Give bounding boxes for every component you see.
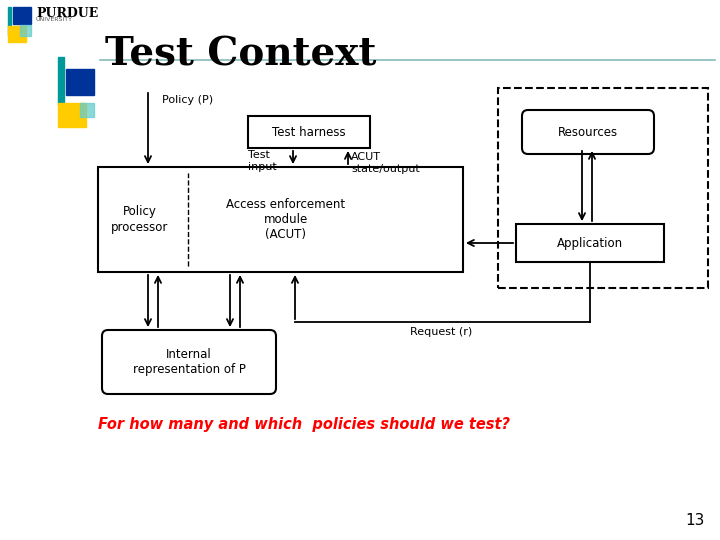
FancyBboxPatch shape (522, 110, 654, 154)
Text: PURDUE: PURDUE (36, 7, 98, 20)
Text: Internal
representation of P: Internal representation of P (132, 348, 246, 376)
Bar (80, 103, 94, 117)
Text: Test Context: Test Context (105, 35, 377, 73)
Text: Policy (P): Policy (P) (162, 95, 213, 105)
FancyBboxPatch shape (102, 330, 276, 394)
FancyBboxPatch shape (98, 167, 463, 272)
Text: Policy
processor: Policy processor (112, 206, 168, 233)
Text: Access enforcement
module
(ACUT): Access enforcement module (ACUT) (226, 198, 346, 241)
Text: Resources: Resources (558, 125, 618, 138)
FancyBboxPatch shape (516, 224, 664, 262)
Bar (20, 25, 31, 36)
Text: Test harness: Test harness (272, 125, 346, 138)
Bar (58, 103, 86, 127)
Text: UNIVERSITY: UNIVERSITY (36, 17, 73, 22)
FancyBboxPatch shape (248, 116, 370, 148)
Text: Request (r): Request (r) (410, 327, 472, 337)
Bar (8, 26, 26, 42)
Text: ACUT
state/output: ACUT state/output (351, 152, 420, 173)
Bar (66, 69, 94, 95)
Text: Test
input: Test input (248, 150, 276, 172)
Text: Application: Application (557, 237, 623, 249)
Text: 13: 13 (685, 513, 705, 528)
Bar (13, 7, 31, 24)
Bar (58, 57, 64, 105)
Text: For how many and which  policies should we test?: For how many and which policies should w… (98, 417, 510, 433)
Bar (8, 7, 11, 35)
